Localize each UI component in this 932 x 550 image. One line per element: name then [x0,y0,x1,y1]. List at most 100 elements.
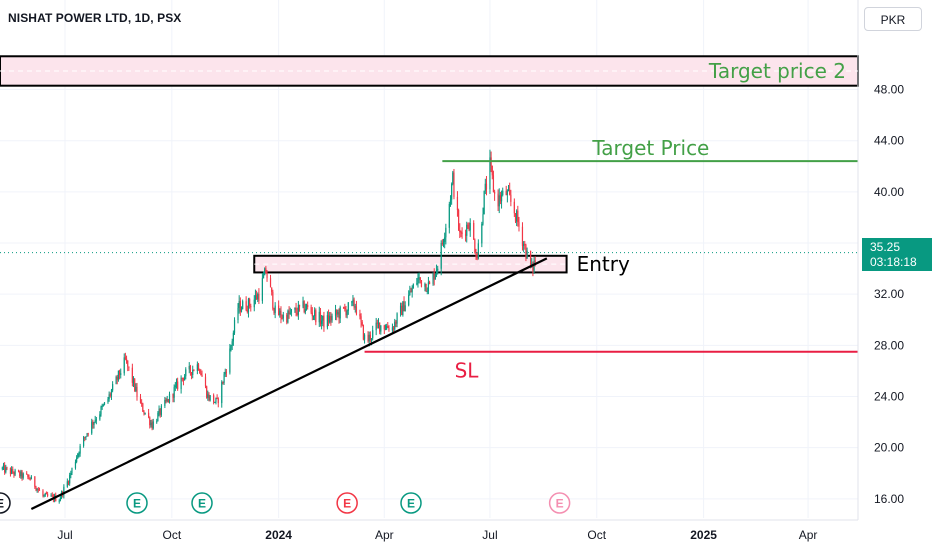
candle-body [77,453,79,458]
candle-body [120,373,122,375]
candle-body [482,214,484,224]
candle-body [222,381,224,383]
candle-body [181,377,183,379]
candle-body [274,305,276,313]
candle-body [327,315,330,323]
candle-body [265,268,267,274]
candle-body [101,406,103,408]
target-price-label: Target Price [591,136,709,160]
candle-body [182,378,185,381]
candle-body [165,399,167,402]
candle-body [297,304,299,315]
candle-body [534,260,536,262]
candle-body [339,307,341,319]
candle-body [363,334,366,340]
candle-body [402,301,404,315]
trendline [30,257,548,511]
candle-body [296,312,298,315]
candle-body [109,394,111,396]
symbol-title: NISHAT POWER LTD, 1D, PSX [8,11,182,25]
price-axis-tick: 48.00 [874,83,904,97]
candle-body [108,394,110,400]
candle-body [82,437,85,446]
annotation-lines [0,160,858,511]
candle-body [514,213,517,222]
candle-body [412,284,414,289]
last-price-badge: 35.25 03:18:18 [862,238,932,271]
candle-body [279,310,281,316]
candle-body [359,313,361,317]
candle-body [47,493,49,496]
candle-body [499,195,502,202]
candle-body [139,397,142,403]
candle-body [368,334,370,342]
candle-body [266,273,268,279]
candle-body [271,287,273,292]
candle-body [437,268,439,271]
annotation-zones [0,55,859,274]
time-axis-tick: Jul [482,528,497,542]
candle-body [92,421,94,425]
candle-body [224,371,226,375]
candle-body [505,190,507,196]
candle-body [223,374,225,383]
candle-body [396,313,398,324]
candle-body [199,369,201,374]
candle-body [59,497,61,501]
candle-body [307,305,309,308]
candle-body [452,172,454,184]
candle-body [476,257,478,259]
candle-body [141,402,143,404]
candle-body [84,437,86,439]
candle-body [469,222,471,231]
candle-body [532,263,534,271]
candle-body [79,445,81,454]
candle-body [123,357,125,374]
candle-body [330,316,332,321]
candle-body [2,465,5,468]
candle-body [175,381,178,386]
candle-body [521,226,524,246]
candle-body [445,227,447,238]
candle-body [461,232,463,234]
candle-body [441,243,443,245]
candle-body [337,312,339,315]
candle-body [167,399,169,403]
candle-body [498,195,500,207]
candle-body [444,237,446,242]
time-axis-tick: Oct [162,528,181,542]
candle-body [323,315,325,328]
candle-body [483,190,485,215]
candle-body [67,481,70,484]
candle-body [416,283,418,285]
candle-body [245,301,247,311]
candle-body [427,282,430,292]
candle-body [295,308,297,313]
candle-body [418,277,420,279]
candle-body [318,311,320,323]
candle-body [185,369,187,377]
candle-body [196,364,198,371]
candle-body [492,175,495,192]
earnings-marker-label: E [0,497,4,511]
candle-body [70,473,72,476]
earnings-marker-label: E [556,497,564,511]
time-axis-tick: Apr [375,528,394,542]
currency-button[interactable]: PKR [864,7,922,31]
stop-loss-label: SL [455,359,480,383]
candle-body [1,467,3,469]
candle-body [526,250,528,259]
candle-body [34,476,36,487]
candle-body [403,301,405,312]
candle-body [128,366,130,368]
candle-body [481,223,483,244]
candle-body [206,386,208,398]
candle-body [91,421,93,434]
candle-body [507,189,510,191]
annotation-labels: Target price 2 Target Price Entry SL [455,59,846,383]
candle-body [329,316,331,323]
candle-body [44,493,46,496]
candle-body [142,403,144,412]
candle-body [143,411,145,414]
